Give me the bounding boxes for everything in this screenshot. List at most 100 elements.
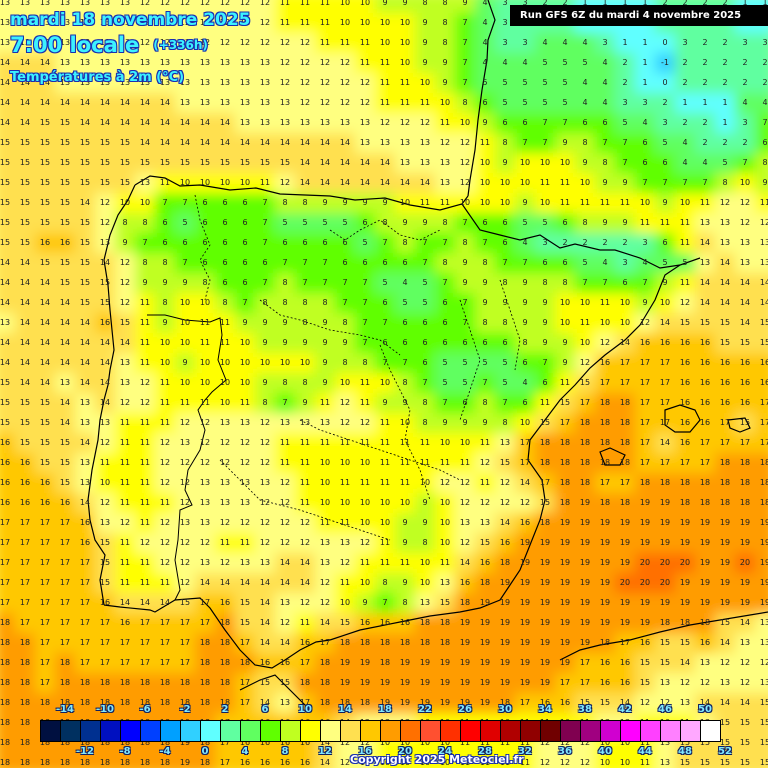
- grid-value: 15: [719, 338, 731, 347]
- grid-value: 18: [199, 658, 211, 667]
- grid-value: 7: [262, 278, 268, 287]
- grid-value: 2: [582, 238, 588, 247]
- grid-value: 19: [179, 738, 191, 747]
- grid-value: 11: [439, 198, 451, 207]
- grid-value: 14: [719, 698, 731, 707]
- grid-value: 4: [482, 38, 488, 47]
- grid-value: 7: [382, 318, 388, 327]
- grid-value: 11: [139, 438, 151, 447]
- grid-value: 10: [559, 298, 571, 307]
- grid-value: 18: [579, 438, 591, 447]
- grid-value: 5: [542, 98, 548, 107]
- grid-value: 12: [99, 198, 111, 207]
- grid-value: 10: [399, 738, 411, 747]
- grid-value: 16: [619, 678, 631, 687]
- grid-value: 5: [582, 58, 588, 67]
- grid-value: 6: [462, 338, 468, 347]
- grid-value: 15: [179, 598, 191, 607]
- grid-value: 8: [522, 338, 528, 347]
- grid-value: 9: [482, 298, 488, 307]
- grid-value: 13: [119, 58, 131, 67]
- grid-value: 19: [599, 578, 611, 587]
- grid-value: 15: [99, 138, 111, 147]
- grid-value: 14: [159, 98, 171, 107]
- grid-value: 13: [59, 378, 71, 387]
- grid-value: 17: [79, 618, 91, 627]
- grid-value: 11: [359, 438, 371, 447]
- grid-value: 10: [239, 358, 251, 367]
- grid-value: 15: [539, 418, 551, 427]
- grid-value: 7: [702, 178, 708, 187]
- grid-value: 11: [119, 538, 131, 547]
- grid-value: 18: [719, 458, 731, 467]
- grid-value: 14: [259, 618, 271, 627]
- grid-value: 7: [622, 138, 628, 147]
- grid-value: 13: [0, 0, 11, 7]
- grid-value: 10: [379, 38, 391, 47]
- grid-value: 2: [722, 58, 728, 67]
- grid-value: 19: [639, 538, 651, 547]
- grid-value: 7: [362, 298, 368, 307]
- grid-value: 8: [302, 318, 308, 327]
- grid-value: 14: [19, 98, 31, 107]
- grid-value: 18: [599, 458, 611, 467]
- grid-value: 9: [422, 18, 428, 27]
- grid-value: 15: [279, 678, 291, 687]
- grid-value: 17: [99, 638, 111, 647]
- grid-value: 16: [679, 358, 691, 367]
- grid-value: 17: [39, 678, 51, 687]
- grid-value: 19: [679, 598, 691, 607]
- grid-value: 14: [199, 138, 211, 147]
- grid-value: 8: [602, 158, 608, 167]
- grid-value: 16: [759, 378, 768, 387]
- grid-value: 14: [0, 358, 11, 367]
- grid-value: 11: [459, 458, 471, 467]
- grid-value: 5: [562, 98, 568, 107]
- legend-label-bottom: 44: [638, 746, 652, 757]
- grid-value: 17: [0, 518, 11, 527]
- grid-value: 10: [99, 478, 111, 487]
- grid-value: 14: [39, 58, 51, 67]
- grid-value: 4: [522, 238, 528, 247]
- grid-value: 16: [0, 458, 11, 467]
- grid-value: 7: [422, 258, 428, 267]
- grid-value: 19: [359, 678, 371, 687]
- grid-value: 14: [79, 498, 91, 507]
- grid-value: 18: [659, 618, 671, 627]
- grid-value: 7: [462, 38, 468, 47]
- grid-value: 13: [399, 138, 411, 147]
- grid-value: 13: [279, 118, 291, 127]
- grid-value: 10: [439, 538, 451, 547]
- grid-value: 18: [219, 618, 231, 627]
- grid-value: 7: [542, 358, 548, 367]
- grid-value: 18: [539, 518, 551, 527]
- grid-value: 18: [19, 758, 31, 767]
- grid-value: 12: [139, 38, 151, 47]
- grid-value: 12: [579, 738, 591, 747]
- grid-value: 5: [482, 78, 488, 87]
- grid-value: 10: [439, 738, 451, 747]
- grid-value: 10: [359, 498, 371, 507]
- grid-value: 18: [119, 758, 131, 767]
- grid-value: 15: [699, 758, 711, 767]
- grid-value: 18: [139, 738, 151, 747]
- grid-value: 14: [459, 558, 471, 567]
- grid-value: 14: [659, 438, 671, 447]
- grid-value: 16: [99, 598, 111, 607]
- grid-value: 18: [0, 758, 11, 767]
- grid-value: 17: [559, 418, 571, 427]
- grid-value: 18: [599, 498, 611, 507]
- grid-value: 9: [422, 498, 428, 507]
- grid-value: 1: [642, 58, 648, 67]
- grid-value: 9: [182, 358, 188, 367]
- grid-value: 9: [482, 278, 488, 287]
- grid-value: 11: [359, 398, 371, 407]
- grid-value: 14: [119, 598, 131, 607]
- grid-value: 12: [259, 518, 271, 527]
- grid-value: 8: [582, 218, 588, 227]
- grid-value: 17: [699, 438, 711, 447]
- grid-value: 12: [179, 498, 191, 507]
- grid-value: 19: [479, 618, 491, 627]
- grid-value: 4: [602, 78, 608, 87]
- grid-value: 13: [239, 78, 251, 87]
